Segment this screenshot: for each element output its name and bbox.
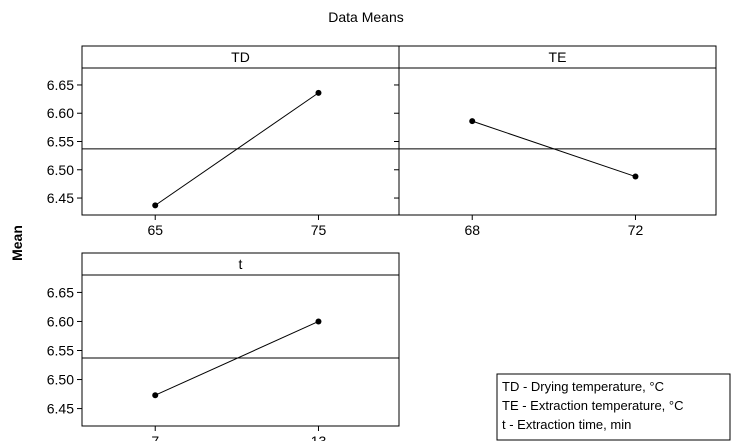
series-line xyxy=(155,321,319,396)
chart-title: Data Means xyxy=(328,9,403,25)
x-tick-label: 75 xyxy=(311,222,327,238)
legend-entry: TE - Extraction temperature, °C xyxy=(502,398,683,413)
panel-frame xyxy=(81,45,400,216)
panel-te: TE 68 72 xyxy=(394,45,717,238)
panel-t: t 6.45 6.50 6.55 6.60 6.65 7 13 xyxy=(47,252,400,441)
legend-box xyxy=(496,373,731,441)
y-tick-label: 6.50 xyxy=(47,162,74,178)
y-tick-label: 6.65 xyxy=(47,284,74,300)
data-point xyxy=(152,202,159,209)
y-tick-label: 6.55 xyxy=(47,134,74,150)
data-point xyxy=(315,318,322,325)
x-tick-label: 65 xyxy=(147,222,163,238)
x-tick-label: 13 xyxy=(311,433,327,441)
panel-strip-label: t xyxy=(239,256,243,272)
panel-frame xyxy=(398,45,717,216)
data-point xyxy=(469,118,476,125)
panel-strip-label: TD xyxy=(231,49,250,65)
panel-strip xyxy=(81,252,400,276)
series-line xyxy=(472,120,636,178)
x-tick-label: 72 xyxy=(628,222,644,238)
legend-entry: t - Extraction time, min xyxy=(502,417,631,432)
y-tick-label: 6.65 xyxy=(47,77,74,93)
series-line xyxy=(154,92,319,206)
y-axis-label: Mean xyxy=(9,225,25,261)
data-point xyxy=(152,392,159,399)
y-tick-label: 6.45 xyxy=(47,190,74,206)
y-tick-label: 6.55 xyxy=(47,343,74,359)
panels-layer: TD 6.45 6.50 6.55 6.60 6.65 65 75 TE 68 72 t 6.45 6.5… xyxy=(47,45,717,441)
x-tick-label: 7 xyxy=(151,433,159,441)
legend-entry: TD - Drying temperature, °C xyxy=(502,379,664,394)
data-point xyxy=(632,173,639,180)
x-tick-label: 68 xyxy=(464,222,480,238)
panel-strip xyxy=(398,45,717,69)
panel-strip-label: TE xyxy=(549,49,567,65)
y-tick-label: 6.60 xyxy=(47,313,74,329)
panel-frame xyxy=(81,252,400,427)
panel-td: TD 6.45 6.50 6.55 6.60 6.65 65 75 xyxy=(47,45,400,238)
y-tick-label: 6.45 xyxy=(47,401,74,417)
y-tick-label: 6.50 xyxy=(47,372,74,388)
legend: TD - Drying temperature, °C TE - Extracti… xyxy=(496,373,731,441)
data-point xyxy=(315,89,322,96)
y-tick-label: 6.60 xyxy=(47,105,74,121)
